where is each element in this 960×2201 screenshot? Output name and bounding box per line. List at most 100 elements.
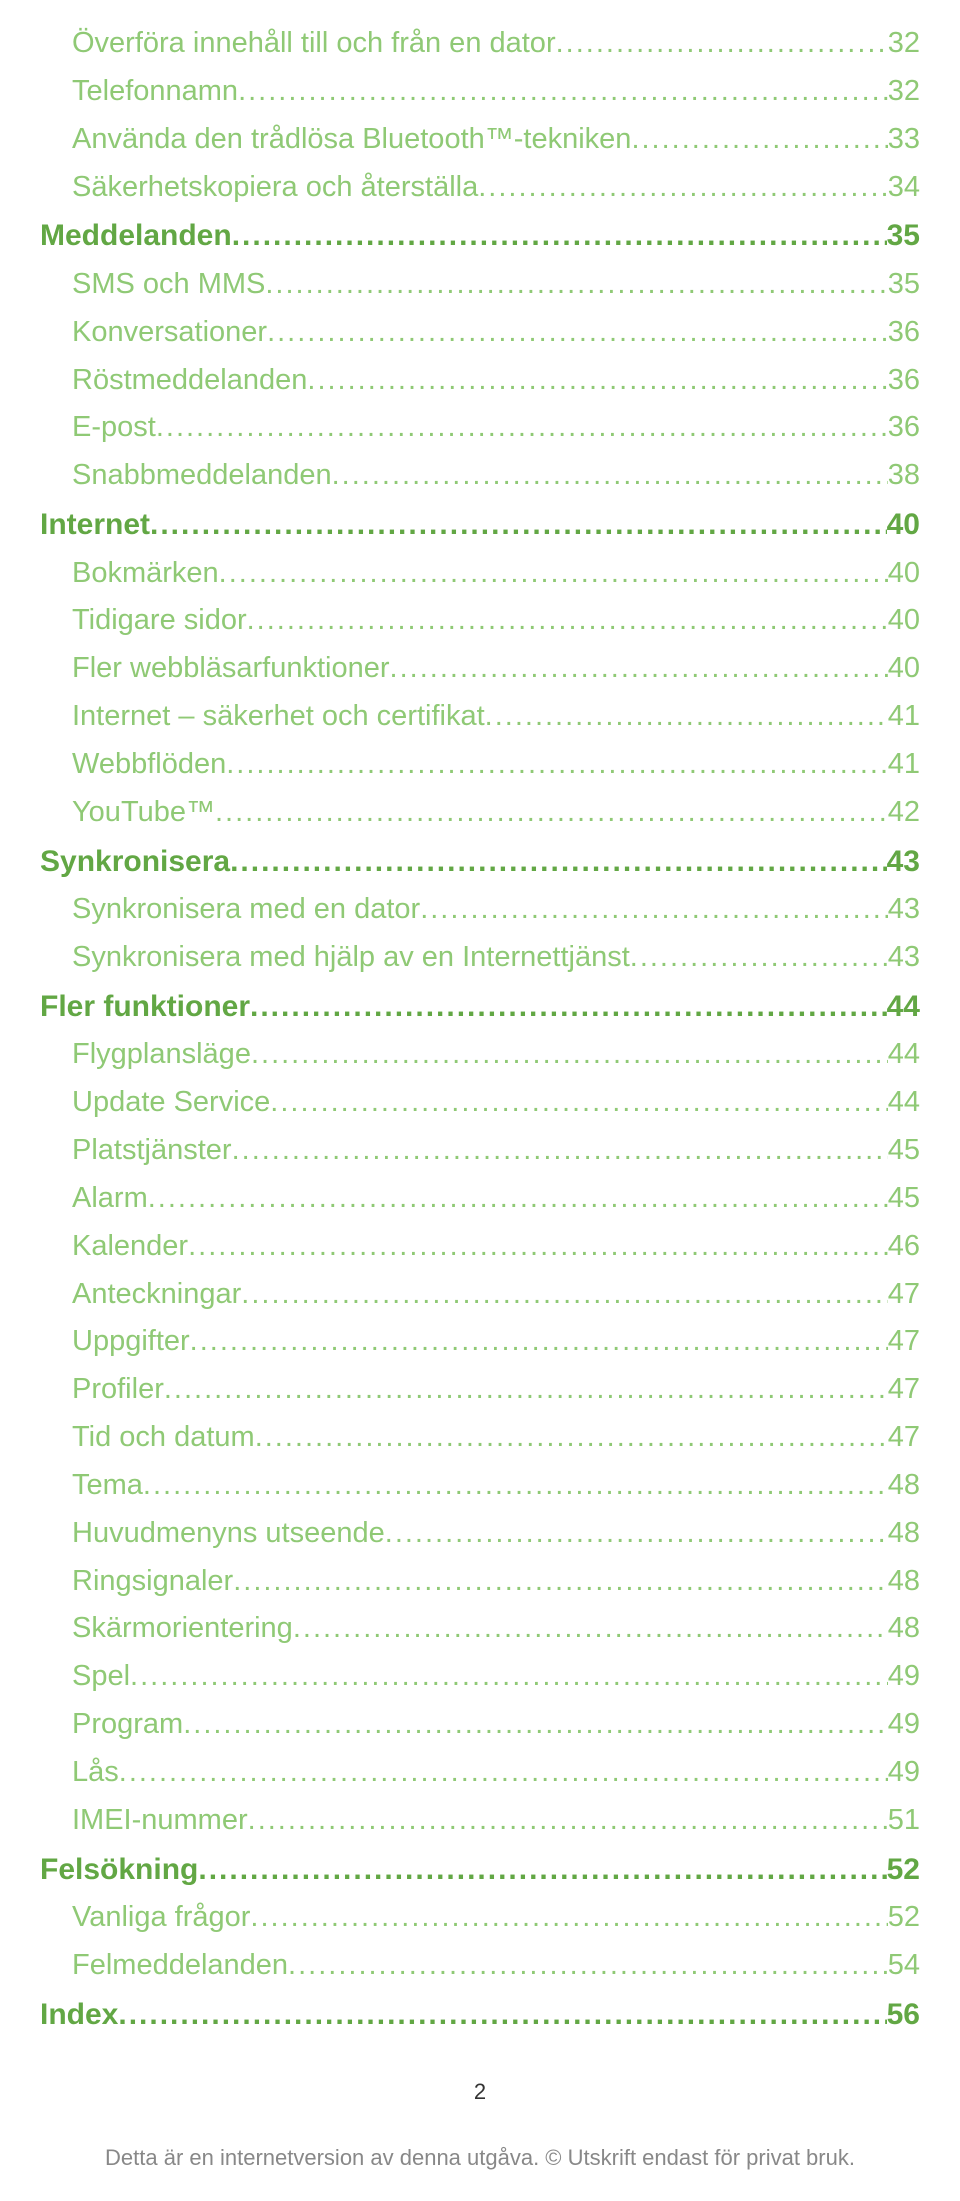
toc-entry-page: 46 [888, 1223, 920, 1271]
toc-leader-dots: ........................................… [293, 1605, 888, 1653]
toc-leader-dots: ........................................… [230, 837, 887, 887]
toc-entry: Vanliga frågor..........................… [40, 1894, 920, 1942]
toc-entry-label: IMEI-nummer [72, 1797, 248, 1845]
toc-entry-label: Överföra innehåll till och från en dator [72, 20, 556, 68]
toc-entry: Index...................................… [40, 1990, 920, 2040]
toc-leader-dots: ........................................… [332, 452, 888, 500]
toc-leader-dots: ........................................… [385, 1510, 888, 1558]
toc-entry: Röstmeddelanden.........................… [40, 357, 920, 405]
toc-entry-label: Röstmeddelanden [72, 357, 307, 405]
toc-entry-page: 41 [888, 741, 920, 789]
toc-entry-page: 43 [888, 934, 920, 982]
toc-entry: Fler webbläsarfunktioner................… [40, 645, 920, 693]
toc-entry: E-post..................................… [40, 404, 920, 452]
toc-entry: Huvudmenyns utseende....................… [40, 1510, 920, 1558]
toc-entry: Webbflöden..............................… [40, 741, 920, 789]
toc-leader-dots: ........................................… [267, 309, 888, 357]
toc-entry-page: 45 [888, 1127, 920, 1175]
toc-entry-page: 54 [888, 1942, 920, 1990]
toc-entry-label: Internet – säkerhet och certifikat [72, 693, 485, 741]
toc-entry-label: Fler webbläsarfunktioner [72, 645, 390, 693]
toc-entry-page: 36 [888, 357, 920, 405]
table-of-contents: Överföra innehåll till och från en dator… [40, 20, 920, 2039]
toc-leader-dots: ........................................… [631, 116, 887, 164]
toc-entry-label: SMS och MMS [72, 261, 265, 309]
toc-leader-dots: ........................................… [630, 934, 888, 982]
toc-leader-dots: ........................................… [307, 357, 887, 405]
toc-entry-page: 40 [888, 645, 920, 693]
toc-leader-dots: ........................................… [215, 789, 888, 837]
toc-entry-label: Kalender [72, 1223, 188, 1271]
toc-entry-label: Huvudmenyns utseende [72, 1510, 385, 1558]
toc-entry-label: Flygplansläge [72, 1031, 251, 1079]
toc-leader-dots: ........................................… [238, 68, 888, 116]
toc-leader-dots: ........................................… [190, 1318, 888, 1366]
toc-leader-dots: ........................................… [148, 1175, 888, 1223]
toc-entry-label: Update Service [72, 1079, 270, 1127]
toc-entry-label: Felmeddelanden [72, 1942, 288, 1990]
toc-entry-label: Tid och datum [72, 1414, 255, 1462]
toc-entry-page: 49 [888, 1749, 920, 1797]
toc-entry: Konversationer..........................… [40, 309, 920, 357]
toc-entry-page: 48 [888, 1510, 920, 1558]
toc-entry-label: Program [72, 1701, 183, 1749]
toc-entry-page: 32 [888, 20, 920, 68]
toc-entry: Platstjänster...........................… [40, 1127, 920, 1175]
toc-entry: Synkronisera med en dator...............… [40, 886, 920, 934]
toc-entry-page: 48 [888, 1605, 920, 1653]
toc-entry-label: Uppgifter [72, 1318, 190, 1366]
toc-entry-page: 34 [888, 164, 920, 212]
toc-entry: Anteckningar............................… [40, 1271, 920, 1319]
toc-entry: Lås.....................................… [40, 1749, 920, 1797]
toc-entry: Tid och datum...........................… [40, 1414, 920, 1462]
toc-entry-label: Skärmorientering [72, 1605, 293, 1653]
toc-entry: Bokmärken...............................… [40, 550, 920, 598]
toc-leader-dots: ........................................… [150, 500, 887, 550]
toc-entry: Synkronisera med hjälp av en Internettjä… [40, 934, 920, 982]
toc-entry-page: 43 [888, 886, 920, 934]
toc-entry-page: 45 [888, 1175, 920, 1223]
toc-entry: Felmeddelanden..........................… [40, 1942, 920, 1990]
toc-entry: Alarm...................................… [40, 1175, 920, 1223]
toc-entry: Tema....................................… [40, 1462, 920, 1510]
toc-entry-page: 35 [888, 261, 920, 309]
toc-entry-label: YouTube™ [72, 789, 215, 837]
toc-entry-page: 33 [888, 116, 920, 164]
toc-entry: Synkronisera............................… [40, 837, 920, 887]
toc-entry-label: Konversationer [72, 309, 267, 357]
toc-leader-dots: ........................................… [119, 1749, 888, 1797]
toc-entry: Flygplansläge...........................… [40, 1031, 920, 1079]
toc-entry: Update Service..........................… [40, 1079, 920, 1127]
toc-entry: Spel....................................… [40, 1653, 920, 1701]
toc-entry-label: Bokmärken [72, 550, 219, 598]
toc-entry-page: 48 [888, 1462, 920, 1510]
toc-entry-page: 47 [888, 1366, 920, 1414]
toc-entry: SMS och MMS.............................… [40, 261, 920, 309]
toc-leader-dots: ........................................… [288, 1942, 888, 1990]
toc-entry-page: 42 [888, 789, 920, 837]
toc-entry-page: 52 [887, 1845, 920, 1895]
toc-entry: Tidigare sidor..........................… [40, 597, 920, 645]
toc-entry: Uppgifter...............................… [40, 1318, 920, 1366]
toc-entry: Använda den trådlösa Bluetooth™-tekniken… [40, 116, 920, 164]
toc-entry-label: Felsökning [40, 1845, 198, 1895]
toc-entry-label: Internet [40, 500, 150, 550]
toc-entry-page: 41 [888, 693, 920, 741]
toc-entry-label: Platstjänster [72, 1127, 232, 1175]
toc-entry-label: Vanliga frågor [72, 1894, 250, 1942]
toc-leader-dots: ........................................… [390, 645, 888, 693]
toc-entry-page: 36 [888, 309, 920, 357]
toc-entry-label: Meddelanden [40, 211, 232, 261]
toc-entry-page: 40 [888, 550, 920, 598]
toc-entry-label: Index [40, 1990, 118, 2040]
toc-entry-page: 47 [888, 1271, 920, 1319]
toc-entry-page: 44 [887, 982, 920, 1032]
toc-leader-dots: ........................................… [556, 20, 888, 68]
toc-entry: Skärmorientering........................… [40, 1605, 920, 1653]
toc-leader-dots: ........................................… [219, 550, 888, 598]
toc-entry: Kalender................................… [40, 1223, 920, 1271]
toc-entry: Säkerhetskopiera och återställa.........… [40, 164, 920, 212]
toc-entry-label: Använda den trådlösa Bluetooth™-tekniken [72, 116, 631, 164]
toc-leader-dots: ........................................… [420, 886, 888, 934]
toc-entry-label: Alarm [72, 1175, 148, 1223]
